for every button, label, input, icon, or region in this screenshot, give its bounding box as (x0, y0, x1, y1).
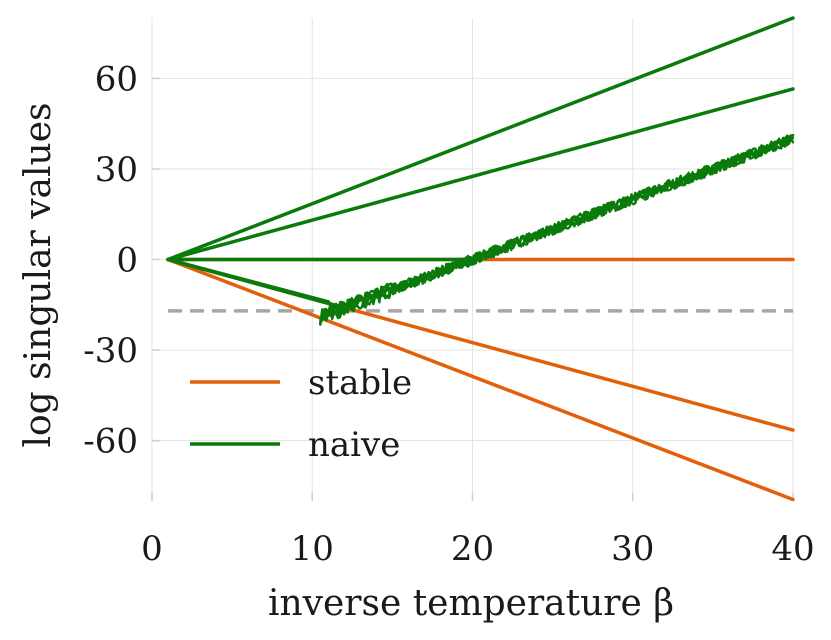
naive-line (166, 87, 795, 262)
naive-line (166, 16, 795, 262)
x-tick-label: 20 (451, 529, 494, 569)
x-axis-label: inverse temperature β (268, 583, 674, 624)
tick-labels: 0 10 20 30 40 -60 -30 0 30 60 (83, 59, 814, 569)
x-tick-label: 0 (141, 529, 163, 569)
y-tick-label: -30 (83, 331, 138, 371)
series-group (166, 16, 795, 502)
y-tick-label: 0 (116, 241, 138, 281)
x-tick-label: 10 (291, 529, 334, 569)
y-tick-label: -60 (83, 422, 138, 462)
naive-noisy-trace (319, 134, 795, 325)
legend-label-stable: stable (308, 363, 412, 403)
x-tick-label: 30 (611, 529, 654, 569)
y-tick-label: 60 (95, 59, 138, 99)
y-tick-label: 30 (95, 150, 138, 190)
y-axis-label: log singular values (18, 103, 59, 448)
stable-line (166, 257, 795, 502)
legend-label-naive: naive (308, 425, 400, 465)
x-tick-label: 40 (771, 529, 814, 569)
naive-line (166, 257, 331, 304)
legend: stable naive (190, 363, 412, 465)
